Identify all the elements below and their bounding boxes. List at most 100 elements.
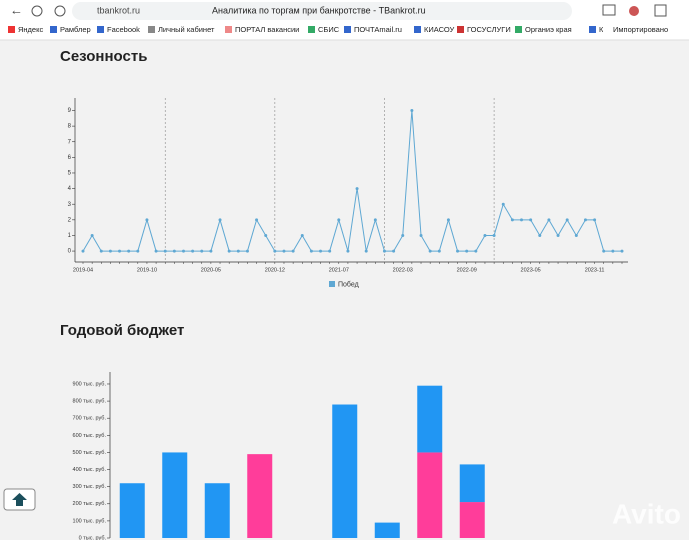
y-tick-label: 5	[68, 171, 72, 177]
y-tick-label: 200 тыс. руб.	[73, 501, 107, 507]
point	[364, 249, 368, 253]
point	[501, 202, 505, 206]
address-bar[interactable]	[72, 2, 572, 20]
bookmark-icon	[414, 26, 421, 33]
y-tick-label: 500 тыс. руб.	[73, 450, 107, 456]
point	[99, 249, 103, 253]
point	[236, 249, 240, 253]
point	[538, 233, 542, 237]
chart-title: Годовой бюджет	[60, 322, 184, 339]
y-tick-label: 8	[68, 124, 72, 130]
bar	[374, 522, 400, 538]
point	[373, 218, 377, 222]
bookmark[interactable]: КИАСОУ	[424, 25, 455, 34]
point	[191, 249, 195, 253]
point	[136, 249, 140, 253]
point	[200, 249, 204, 253]
point	[611, 249, 615, 253]
icon[interactable]	[629, 6, 639, 16]
bookmark-icon	[603, 26, 610, 33]
line	[82, 110, 622, 252]
bar	[459, 464, 485, 503]
point	[227, 249, 231, 253]
point	[437, 249, 441, 253]
y-tick-label: 0 тыс. руб.	[79, 535, 107, 540]
url: tbankrot.ru	[97, 5, 140, 15]
y-tick-label: 3	[68, 202, 72, 208]
x-tick-label: 2023-11	[585, 267, 605, 273]
y-tick-label: 300 тыс. руб.	[73, 484, 107, 490]
point	[163, 249, 167, 253]
point	[218, 218, 222, 222]
point	[245, 249, 249, 253]
icon[interactable]	[602, 4, 616, 16]
point	[127, 249, 131, 253]
refresh-icon[interactable]	[31, 5, 43, 17]
bookmark[interactable]: Личный кабинет	[158, 25, 215, 34]
y-tick-label: 100 тыс. руб.	[73, 518, 107, 524]
bar	[459, 502, 485, 538]
home-icon[interactable]	[54, 5, 66, 17]
x-tick-label: 2023-05	[521, 267, 541, 273]
x-tick-label: 2019-04	[73, 267, 93, 273]
bookmark[interactable]: ПОЧТАmail.ru	[354, 25, 402, 34]
bookmark-icon	[50, 26, 57, 33]
back-button[interactable]: ←	[10, 2, 23, 17]
bar	[119, 483, 145, 538]
point	[574, 233, 578, 237]
bookmark[interactable]: Импортировано	[613, 25, 668, 34]
y-tick-label: 700 тыс. руб.	[73, 416, 107, 422]
bookmark-icon	[589, 26, 596, 33]
bookmark[interactable]: Facebook	[107, 25, 140, 34]
point	[556, 233, 560, 237]
chart-title: Сезонность	[60, 48, 147, 65]
bookmark[interactable]: Яндекс	[18, 25, 43, 34]
bar	[417, 385, 443, 453]
point	[81, 249, 85, 253]
y-tick-label: 4	[68, 186, 72, 192]
y-tick-label: 2	[68, 217, 72, 223]
legend-label: Побед	[338, 280, 359, 288]
bookmarks-bar: Яндекс Рамблер Facebook Личный кабинет ПОРТА…	[8, 25, 668, 34]
arrow-icon	[12, 493, 27, 506]
point	[264, 233, 268, 237]
bar	[162, 452, 188, 538]
point	[419, 233, 423, 237]
bookmark[interactable]: СБИС	[318, 25, 340, 34]
y-tick-label: 800 тыс. руб.	[73, 399, 107, 405]
point	[602, 249, 606, 253]
bar	[417, 452, 443, 538]
bookmark[interactable]: ПОРТАЛ вакансии	[235, 25, 299, 34]
bar	[332, 404, 358, 538]
point	[510, 218, 514, 222]
point	[474, 249, 478, 253]
bookmark[interactable]: ГОСУСЛУГИ	[467, 25, 511, 34]
point	[355, 187, 359, 191]
y-tick-label: 6	[68, 155, 72, 161]
bookmark-icon	[344, 26, 351, 33]
bookmark-icon	[97, 26, 104, 33]
point	[108, 249, 112, 253]
point	[483, 233, 487, 237]
point	[465, 249, 469, 253]
point	[154, 249, 158, 253]
bookmark[interactable]: К	[599, 25, 604, 34]
bar	[247, 454, 273, 538]
point	[209, 249, 213, 253]
point	[300, 233, 304, 237]
point	[273, 249, 277, 253]
bookmark-icon	[8, 26, 15, 33]
icon[interactable]	[654, 4, 667, 17]
x-tick-label: 2022-09	[457, 267, 477, 273]
bookmark[interactable]: Рамблер	[60, 25, 91, 34]
bookmark-icon	[515, 26, 522, 33]
bookmark-icon	[225, 26, 232, 33]
bookmark-icon	[308, 26, 315, 33]
point	[446, 218, 450, 222]
x-tick-label: 2019-10	[137, 267, 157, 273]
point	[118, 249, 122, 253]
bookmark[interactable]: Органиэ края	[525, 25, 572, 34]
y-tick-label: 400 тыс. руб.	[73, 467, 107, 473]
y-tick-label: 600 тыс. руб.	[73, 433, 107, 439]
